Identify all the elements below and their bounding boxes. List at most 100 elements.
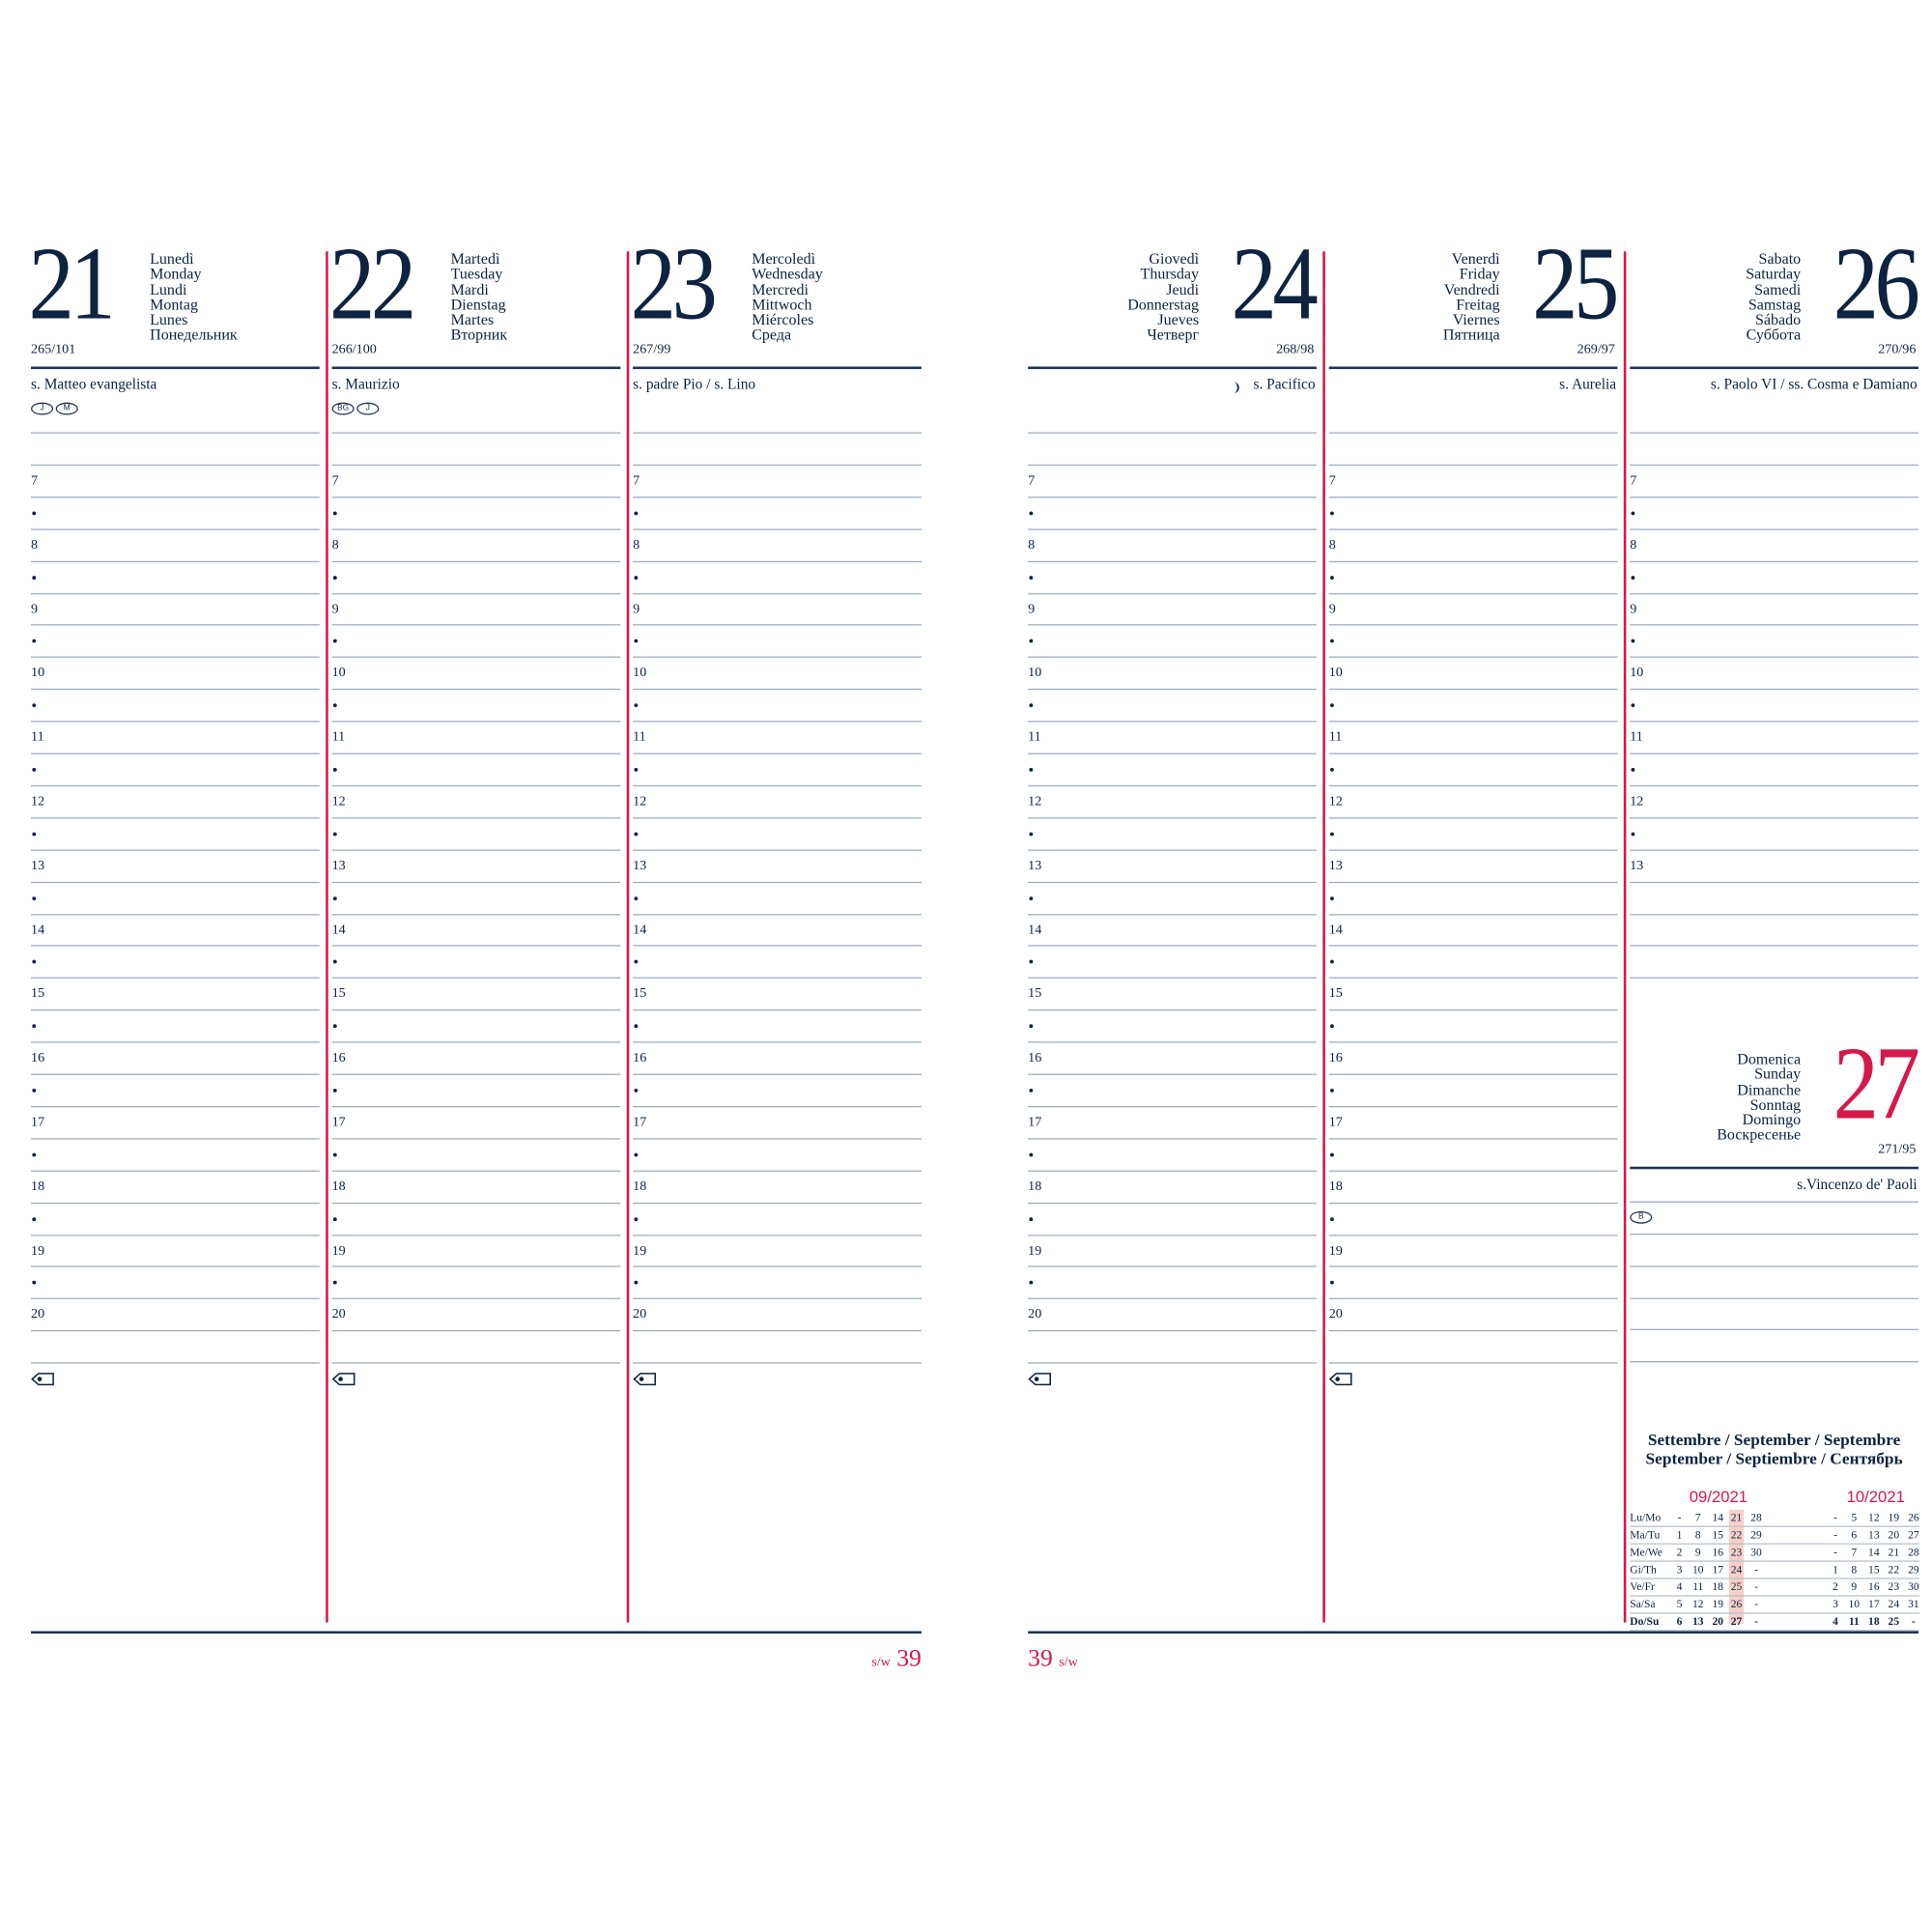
mini-day[interactable]: 5 <box>1851 1511 1858 1523</box>
mini-day[interactable]: 10 <box>1848 1597 1861 1610</box>
mini-day[interactable]: 29 <box>1750 1528 1762 1541</box>
hour-label[interactable]: 15 <box>1028 985 1042 1002</box>
hour-label[interactable]: 9 <box>1328 601 1336 616</box>
hour-label[interactable]: 14 <box>1028 922 1042 937</box>
mini-day[interactable]: 19 <box>1888 1511 1900 1523</box>
mini-day[interactable]: 10 <box>1691 1563 1704 1576</box>
hour-label[interactable]: 13 <box>1028 858 1042 873</box>
mini-day[interactable]: 16 <box>1868 1579 1880 1593</box>
hour-label[interactable]: 7 <box>331 472 339 489</box>
hour-label[interactable]: 15 <box>31 985 45 1002</box>
hour-label[interactable]: 7 <box>1328 472 1336 489</box>
hour-label[interactable]: 10 <box>31 665 45 681</box>
hour-label[interactable]: 16 <box>31 1050 45 1065</box>
mini-day[interactable]: - <box>1911 1614 1916 1628</box>
mini-day[interactable]: 28 <box>1908 1546 1919 1558</box>
hour-label[interactable]: 9 <box>1630 601 1637 616</box>
hour-label[interactable]: 12 <box>31 793 45 810</box>
mini-day[interactable]: - <box>1754 1563 1758 1576</box>
mini-day[interactable]: 21 <box>1888 1546 1900 1558</box>
hour-label[interactable]: 13 <box>1630 858 1644 873</box>
hour-label[interactable]: 14 <box>331 922 346 937</box>
mini-day[interactable]: 13 <box>1868 1528 1880 1541</box>
hour-label[interactable]: 19 <box>31 1242 45 1258</box>
hour-label[interactable]: 10 <box>1028 665 1042 681</box>
hour-label[interactable]: 16 <box>331 1050 346 1065</box>
mini-day[interactable]: 5 <box>1676 1597 1683 1610</box>
mini-day[interactable]: 3 <box>1833 1597 1838 1610</box>
hour-label[interactable]: 10 <box>331 665 346 681</box>
mini-day[interactable]: - <box>1833 1546 1837 1558</box>
hour-label[interactable]: 15 <box>331 985 346 1002</box>
hour-label[interactable]: 9 <box>1028 601 1036 616</box>
hour-label[interactable]: 20 <box>1028 1306 1042 1322</box>
hour-label[interactable]: 18 <box>1028 1179 1042 1194</box>
hour-label[interactable]: 12 <box>1630 793 1644 810</box>
mini-day[interactable]: - <box>1833 1511 1837 1523</box>
mini-day[interactable]: 9 <box>1694 1546 1701 1558</box>
mini-day[interactable]: 20 <box>1888 1528 1900 1541</box>
hour-label[interactable]: 13 <box>1328 858 1343 873</box>
mini-day[interactable]: 11 <box>1848 1614 1860 1628</box>
hour-label[interactable]: 8 <box>331 537 339 553</box>
mini-day[interactable]: 23 <box>1888 1579 1900 1593</box>
hour-label[interactable]: 8 <box>633 537 640 553</box>
mini-day[interactable]: 4 <box>1676 1579 1683 1593</box>
hour-label[interactable]: 17 <box>1328 1114 1343 1130</box>
mini-day[interactable]: 2 <box>1676 1546 1683 1558</box>
mini-day[interactable]: 15 <box>1868 1563 1880 1576</box>
hour-label[interactable]: 20 <box>331 1306 346 1322</box>
mini-day[interactable]: 6 <box>1851 1528 1858 1541</box>
mini-day[interactable]: - <box>1677 1511 1682 1523</box>
hour-label[interactable]: 19 <box>633 1242 647 1258</box>
mini-day[interactable]: 15 <box>1712 1528 1724 1541</box>
hour-label[interactable]: 17 <box>633 1114 647 1130</box>
mini-day[interactable]: - <box>1833 1528 1837 1541</box>
hour-label[interactable]: 15 <box>1328 985 1343 1002</box>
mini-day[interactable]: 18 <box>1868 1614 1880 1628</box>
hour-label[interactable]: 16 <box>633 1050 647 1065</box>
hour-label[interactable]: 7 <box>633 472 640 489</box>
hour-label[interactable]: 8 <box>1328 537 1336 553</box>
mini-day[interactable]: - <box>1754 1614 1758 1628</box>
hour-label[interactable]: 9 <box>331 601 339 616</box>
hour-label[interactable]: 17 <box>1028 1114 1042 1130</box>
mini-day[interactable]: 14 <box>1868 1546 1880 1558</box>
hour-label[interactable]: 20 <box>1328 1306 1343 1322</box>
mini-day[interactable]: 14 <box>1712 1511 1724 1523</box>
mini-day[interactable]: 7 <box>1694 1511 1701 1523</box>
mini-day[interactable]: 28 <box>1750 1511 1762 1523</box>
mini-day[interactable]: 8 <box>1851 1563 1858 1576</box>
mini-day[interactable]: 9 <box>1851 1579 1858 1593</box>
hour-label[interactable]: 19 <box>1028 1242 1042 1258</box>
mini-day[interactable]: 4 <box>1833 1614 1838 1628</box>
mini-day[interactable]: 26 <box>1908 1511 1919 1523</box>
hour-label[interactable]: 12 <box>1028 793 1042 810</box>
mini-day[interactable]: 24 <box>1888 1597 1900 1610</box>
hour-label[interactable]: 18 <box>331 1179 346 1194</box>
hour-label[interactable]: 15 <box>633 985 647 1002</box>
mini-day[interactable]: 18 <box>1712 1579 1724 1593</box>
mini-day[interactable]: 25 <box>1888 1614 1900 1628</box>
hour-label[interactable]: 14 <box>1328 922 1343 937</box>
hour-label[interactable]: 14 <box>31 922 45 937</box>
mini-day[interactable]: 23 <box>1730 1546 1743 1558</box>
mini-day[interactable]: 21 <box>1730 1511 1743 1523</box>
mini-day[interactable]: 12 <box>1868 1511 1880 1523</box>
hour-label[interactable]: 13 <box>31 858 45 873</box>
hour-label[interactable]: 20 <box>31 1306 45 1322</box>
tag-icon[interactable] <box>331 1370 355 1392</box>
hour-label[interactable]: 20 <box>633 1306 647 1322</box>
mini-day[interactable]: 30 <box>1750 1546 1762 1558</box>
hour-label[interactable]: 16 <box>1328 1050 1343 1065</box>
mini-day[interactable]: 19 <box>1712 1597 1724 1610</box>
mini-day[interactable]: 22 <box>1730 1528 1743 1541</box>
hour-label[interactable]: 8 <box>31 537 39 553</box>
mini-day[interactable]: 26 <box>1730 1597 1743 1610</box>
hour-label[interactable]: 18 <box>31 1179 45 1194</box>
mini-day[interactable]: 29 <box>1908 1563 1919 1576</box>
mini-day[interactable]: 7 <box>1851 1546 1858 1558</box>
mini-day[interactable]: 17 <box>1712 1563 1724 1576</box>
hour-label[interactable]: 12 <box>331 793 346 810</box>
hour-label[interactable]: 18 <box>1328 1179 1343 1194</box>
